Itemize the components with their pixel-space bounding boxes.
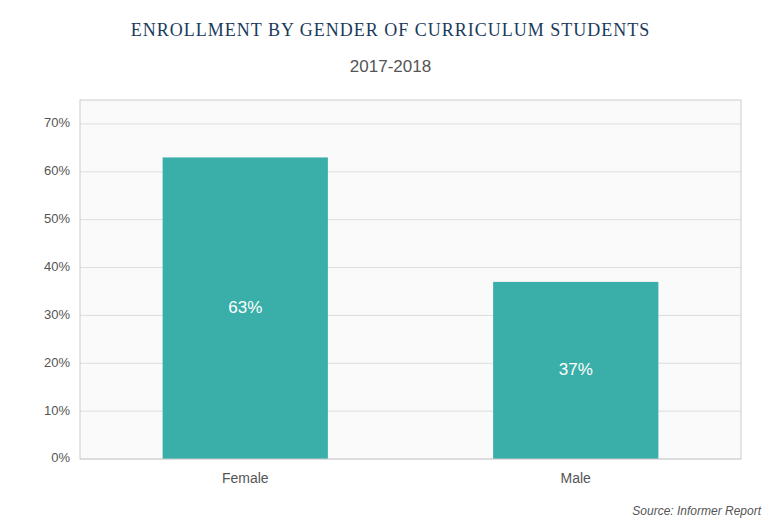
y-tick-label: 20% [44, 355, 70, 370]
data-label: 37% [559, 360, 593, 379]
bar [493, 282, 658, 459]
x-tick-label: Male [561, 470, 592, 486]
y-tick-label: 40% [44, 259, 70, 274]
chart-svg: ENROLLMENT BY GENDER OF CURRICULUM STUDE… [0, 0, 781, 529]
plot-background [80, 100, 741, 459]
x-tick-label: Female [222, 470, 269, 486]
y-axis: 0% 10% 20% 30% 40% 50% 60% 70% [44, 115, 741, 465]
data-label: 63% [228, 298, 262, 317]
y-tick-label: 50% [44, 211, 70, 226]
x-axis: Female Male [222, 470, 591, 486]
y-tick-label: 70% [44, 115, 70, 130]
y-tick-label: 60% [44, 163, 70, 178]
data-labels: 63% 37% [228, 298, 593, 379]
y-tick-label: 0% [51, 450, 70, 465]
annotation: Source: Informer Report [632, 504, 761, 518]
chart-container: ENROLLMENT BY GENDER OF CURRICULUM STUDE… [0, 0, 781, 529]
subtitle: 2017-2018 [350, 57, 431, 76]
y-tick-label: 10% [44, 403, 70, 418]
y-tick-label: 30% [44, 307, 70, 322]
grid-line [80, 123, 741, 124]
bars [163, 157, 659, 459]
title: ENROLLMENT BY GENDER OF CURRICULUM STUDE… [131, 20, 651, 40]
bar [163, 157, 328, 459]
plot-frame [80, 100, 741, 459]
